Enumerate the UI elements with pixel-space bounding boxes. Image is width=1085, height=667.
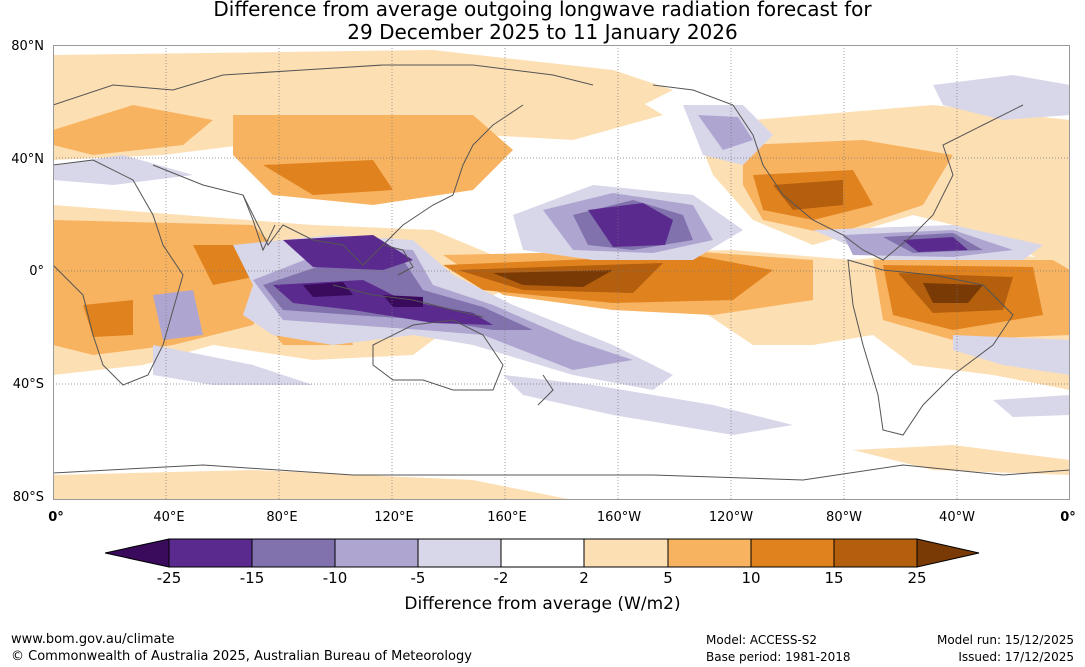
anomaly-map-svg xyxy=(53,45,1070,500)
colorbar-bin-1 xyxy=(168,538,253,568)
lon-label-0-right: 0° xyxy=(1060,510,1076,525)
colorbar-arrow-min xyxy=(105,538,170,568)
colorbar-bin-2 xyxy=(251,538,336,568)
positive-anomaly-fields xyxy=(53,50,1070,500)
colorbar-bin-7 xyxy=(667,538,752,568)
colorbar-tick: 10 xyxy=(741,569,761,587)
footer-dates: Model run: 15/12/2025 Issued: 17/12/2025 xyxy=(937,632,1074,666)
footer-model-info: Model: ACCESS-S2 Base period: 1981-2018 xyxy=(706,632,851,666)
colorbar-bin-6 xyxy=(583,538,669,568)
footer-issued: Issued: 17/12/2025 xyxy=(958,650,1074,664)
footer-copyright: © Commonwealth of Australia 2025, Austra… xyxy=(11,649,472,664)
colorbar-bin-4 xyxy=(417,538,502,568)
title-line-2: 29 December 2025 to 11 January 2026 xyxy=(347,20,738,44)
footer-model: Model: ACCESS-S2 xyxy=(706,633,818,647)
lon-label-80w: 80°W xyxy=(826,510,862,525)
anomaly-map xyxy=(53,45,1070,500)
colorbar-arrow-max xyxy=(916,538,980,568)
colorbar-tick: 2 xyxy=(579,569,589,587)
lon-label-160e: 160°E xyxy=(487,510,527,525)
chart-title: Difference from average outgoing longwav… xyxy=(0,0,1085,44)
lat-label-80n: 80°N xyxy=(11,39,44,54)
lon-label-0-left: 0° xyxy=(48,510,64,525)
colorbar-bin-8 xyxy=(750,538,835,568)
colorbar-tick: 25 xyxy=(907,569,927,587)
colorbar-bin-3 xyxy=(334,538,419,568)
lat-label-0: 0° xyxy=(29,264,44,279)
colorbar-tick: 5 xyxy=(663,569,673,587)
colorbar-tick: -15 xyxy=(239,569,265,587)
footer-base-period: Base period: 1981-2018 xyxy=(706,650,851,664)
lon-label-40w: 40°W xyxy=(939,510,975,525)
colorbar-tick: -5 xyxy=(410,569,426,587)
lat-label-80s: 80°S xyxy=(12,490,44,505)
lon-label-40e: 40°E xyxy=(153,510,185,525)
footer-website: www.bom.gov.au/climate xyxy=(11,632,175,647)
map-frame xyxy=(53,45,1070,500)
title-line-1: Difference from average outgoing longwav… xyxy=(213,0,872,21)
colorbar-tick: -2 xyxy=(493,569,509,587)
lon-label-120w: 120°W xyxy=(708,510,754,525)
lon-label-80e: 80°E xyxy=(266,510,298,525)
lon-label-160w: 160°W xyxy=(596,510,642,525)
colorbar xyxy=(105,538,980,568)
lat-label-40s: 40°S xyxy=(12,377,44,392)
coastlines xyxy=(53,64,1070,481)
colorbar-bin-5 xyxy=(500,538,585,568)
footer-model-run: Model run: 15/12/2025 xyxy=(936,633,1074,647)
lon-label-120e: 120°E xyxy=(374,510,414,525)
colorbar-tick: -25 xyxy=(156,569,182,587)
colorbar-tick: -10 xyxy=(322,569,348,587)
negative-anomaly-fields xyxy=(53,75,1070,435)
lat-label-40n: 40°N xyxy=(11,152,44,167)
footer-left: www.bom.gov.au/climate © Commonwealth of… xyxy=(11,631,472,665)
colorbar-tick: 15 xyxy=(824,569,844,587)
colorbar-title: Difference from average (W/m2) xyxy=(404,594,681,614)
graticule xyxy=(53,45,1070,500)
colorbar-bin-9 xyxy=(833,538,918,568)
